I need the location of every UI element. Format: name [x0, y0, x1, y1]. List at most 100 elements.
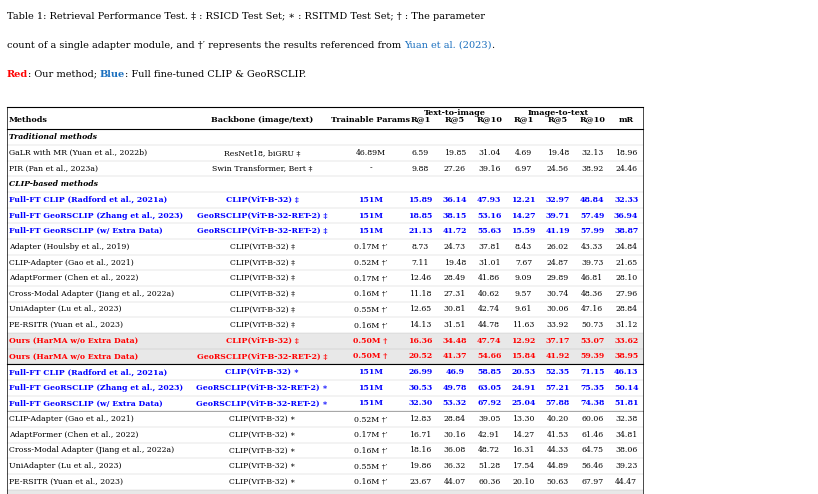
Text: 57.49: 57.49 — [580, 211, 605, 219]
Text: GeoRSCLIP(ViT-B-32-RET-2) ‡: GeoRSCLIP(ViT-B-32-RET-2) ‡ — [197, 211, 327, 219]
Text: CLIP(ViT-B-32) ‡: CLIP(ViT-B-32) ‡ — [230, 274, 294, 282]
Text: 34.81: 34.81 — [615, 431, 637, 439]
Text: 41.53: 41.53 — [546, 431, 569, 439]
Text: 37.17: 37.17 — [546, 337, 570, 345]
Text: 30.81: 30.81 — [443, 305, 466, 314]
Text: 28.49: 28.49 — [443, 274, 466, 282]
Text: 48.84: 48.84 — [580, 196, 605, 204]
Text: 16.71: 16.71 — [409, 431, 432, 439]
Text: 38.06: 38.06 — [615, 447, 637, 454]
Text: 31.04: 31.04 — [478, 149, 501, 157]
Text: 38.15: 38.15 — [443, 211, 467, 219]
Text: CLIP(ViT-B-32) ∗: CLIP(ViT-B-32) ∗ — [225, 368, 299, 376]
Text: mR: mR — [618, 116, 634, 124]
Text: 17.54: 17.54 — [512, 462, 535, 470]
Text: UniAdapter (Lu et al., 2023): UniAdapter (Lu et al., 2023) — [9, 305, 122, 314]
Text: 44.78: 44.78 — [479, 321, 500, 329]
Text: 38.95: 38.95 — [614, 353, 638, 361]
Text: Text-to-image: Text-to-image — [424, 109, 486, 117]
Text: 44.33: 44.33 — [546, 447, 569, 454]
Text: 33.62: 33.62 — [614, 337, 638, 345]
Text: 46.81: 46.81 — [581, 274, 604, 282]
Text: 15.59: 15.59 — [511, 227, 536, 235]
Text: Image-to-text: Image-to-text — [528, 109, 588, 117]
Text: 32.38: 32.38 — [615, 415, 637, 423]
Text: 18.85: 18.85 — [408, 211, 433, 219]
Text: 30.53: 30.53 — [408, 384, 433, 392]
Text: 151M: 151M — [358, 196, 383, 204]
Text: Full-FT GeoRSCLIP (Zhang et al., 2023): Full-FT GeoRSCLIP (Zhang et al., 2023) — [9, 211, 183, 219]
Text: 0.52M †′: 0.52M †′ — [354, 415, 387, 423]
Text: 54.66: 54.66 — [477, 353, 501, 361]
Text: 0.55M †′: 0.55M †′ — [354, 462, 387, 470]
Text: 21.65: 21.65 — [615, 258, 637, 267]
Text: : Our method;: : Our method; — [28, 70, 100, 79]
Text: 9.09: 9.09 — [515, 274, 533, 282]
Text: 36.32: 36.32 — [443, 462, 466, 470]
Text: 28.84: 28.84 — [615, 305, 637, 314]
Text: 19.48: 19.48 — [546, 149, 569, 157]
Text: 53.07: 53.07 — [580, 337, 605, 345]
Text: 13.30: 13.30 — [512, 415, 535, 423]
Text: UniAdapter (Lu et al., 2023): UniAdapter (Lu et al., 2023) — [9, 462, 122, 470]
Text: 15.84: 15.84 — [511, 353, 536, 361]
Text: 42.74: 42.74 — [479, 305, 500, 314]
Text: 30.74: 30.74 — [546, 290, 569, 298]
Text: 44.07: 44.07 — [443, 478, 466, 486]
Text: 74.38: 74.38 — [580, 400, 605, 408]
Text: CLIP(ViT-B-32) ‡: CLIP(ViT-B-32) ‡ — [230, 305, 294, 314]
Text: R@5: R@5 — [548, 116, 568, 124]
Text: 33.92: 33.92 — [546, 321, 569, 329]
Text: Table 1: Retrieval Performance Test. ‡ : RSICD Test Set; ∗ : RSITMD Test Set; † : Table 1: Retrieval Performance Test. ‡ :… — [7, 12, 484, 21]
Text: 36.94: 36.94 — [614, 211, 638, 219]
Text: GeoRSCLIP(ViT-B-32-RET-2) ∗: GeoRSCLIP(ViT-B-32-RET-2) ∗ — [196, 384, 328, 392]
Text: GeoRSCLIP(ViT-B-32-RET-2) ∗: GeoRSCLIP(ViT-B-32-RET-2) ∗ — [196, 400, 328, 408]
Text: Full-FT GeoRSCLIP (w/ Extra Data): Full-FT GeoRSCLIP (w/ Extra Data) — [9, 227, 163, 235]
Text: 11.63: 11.63 — [512, 321, 535, 329]
Text: Ours (HarMA w/o Extra Data): Ours (HarMA w/o Extra Data) — [9, 337, 138, 345]
Text: 0.52M †′: 0.52M †′ — [354, 258, 387, 267]
Text: CLIP(ViT-B-32) ∗: CLIP(ViT-B-32) ∗ — [229, 478, 295, 486]
Text: 27.26: 27.26 — [444, 165, 465, 172]
Text: 48.72: 48.72 — [479, 447, 500, 454]
Text: 24.46: 24.46 — [615, 165, 637, 172]
Text: 46.9: 46.9 — [445, 368, 465, 376]
Text: Full-FT GeoRSCLIP (w/ Extra Data): Full-FT GeoRSCLIP (w/ Extra Data) — [9, 400, 163, 408]
Text: 31.51: 31.51 — [443, 321, 466, 329]
Text: 57.88: 57.88 — [546, 400, 570, 408]
Text: 39.05: 39.05 — [478, 415, 501, 423]
Text: 56.46: 56.46 — [582, 462, 603, 470]
Text: 16.36: 16.36 — [408, 337, 433, 345]
Text: 59.39: 59.39 — [580, 353, 605, 361]
Text: 43.33: 43.33 — [581, 243, 604, 251]
Text: 9.57: 9.57 — [515, 290, 533, 298]
Text: 41.72: 41.72 — [443, 227, 467, 235]
Text: 39.23: 39.23 — [615, 462, 637, 470]
Text: PE-RSITR (Yuan et al., 2023): PE-RSITR (Yuan et al., 2023) — [9, 321, 123, 329]
Bar — [7, 333, 643, 349]
Text: .: . — [492, 41, 494, 50]
Text: 151M: 151M — [358, 400, 383, 408]
Text: 7.11: 7.11 — [411, 258, 429, 267]
Text: CLIP(ViT-B-32) ‡: CLIP(ViT-B-32) ‡ — [230, 258, 294, 267]
Text: 51.81: 51.81 — [614, 400, 638, 408]
Text: 67.97: 67.97 — [581, 478, 604, 486]
Text: 26.99: 26.99 — [408, 368, 433, 376]
Text: 46.89M: 46.89M — [356, 149, 385, 157]
Text: 0.17M †′: 0.17M †′ — [354, 243, 387, 251]
Text: R@1: R@1 — [514, 116, 533, 124]
Text: 25.04: 25.04 — [511, 400, 536, 408]
Text: 41.19: 41.19 — [546, 227, 570, 235]
Text: 47.93: 47.93 — [477, 196, 501, 204]
Text: GeoRSCLIP(ViT-B-32-RET-2) ‡: GeoRSCLIP(ViT-B-32-RET-2) ‡ — [197, 353, 327, 361]
Text: 75.35: 75.35 — [580, 384, 605, 392]
Text: CLIP-Adapter (Gao et al., 2021): CLIP-Adapter (Gao et al., 2021) — [9, 415, 134, 423]
Text: 31.01: 31.01 — [478, 258, 501, 267]
Text: 61.46: 61.46 — [581, 431, 604, 439]
Text: 16.31: 16.31 — [512, 447, 535, 454]
Text: 19.85: 19.85 — [443, 149, 466, 157]
Text: CLIP(ViT-B-32) ∗: CLIP(ViT-B-32) ∗ — [229, 462, 295, 470]
Text: 60.36: 60.36 — [478, 478, 501, 486]
Text: 38.87: 38.87 — [614, 227, 638, 235]
Text: 55.63: 55.63 — [477, 227, 501, 235]
